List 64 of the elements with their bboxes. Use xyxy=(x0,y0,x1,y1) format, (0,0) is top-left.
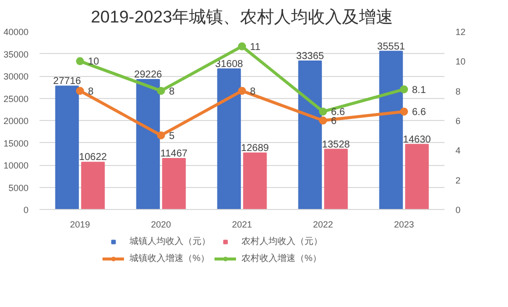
bar xyxy=(162,158,186,210)
data-label: 10 xyxy=(88,56,100,68)
y-tick-label: 5000 xyxy=(8,182,29,193)
y-tick-label: 15000 xyxy=(3,138,29,148)
y2-tick-label: 6 xyxy=(456,116,461,126)
y2-tick-label: 8 xyxy=(456,86,461,96)
data-label: 6.6 xyxy=(412,107,426,118)
y-tick-label: 40000 xyxy=(3,27,29,37)
legend-label: 城镇收入增速（%） xyxy=(129,252,210,265)
point xyxy=(238,86,246,95)
data-label: 29226 xyxy=(134,69,162,80)
point xyxy=(157,86,165,95)
x-tick-label: 2020 xyxy=(150,220,172,230)
data-label: 10622 xyxy=(79,152,108,164)
x-tick-label: 2019 xyxy=(70,220,90,230)
data-label: 8 xyxy=(88,86,94,98)
point xyxy=(319,116,327,124)
x-tick-label: 2021 xyxy=(232,220,252,230)
point xyxy=(76,86,84,95)
bar xyxy=(217,68,241,210)
data-label: 14630 xyxy=(403,134,432,146)
data-label: 13528 xyxy=(322,139,350,150)
data-label: 6.6 xyxy=(331,107,346,118)
legend-label: 城镇人均收入（元） xyxy=(129,235,210,248)
y-tick-label: 0 xyxy=(23,205,29,215)
point xyxy=(400,108,408,116)
y2-tick-label: 4 xyxy=(456,146,461,156)
point xyxy=(400,85,408,94)
bar xyxy=(379,50,403,210)
y2-tick-label: 12 xyxy=(456,27,466,37)
point xyxy=(319,108,327,116)
data-label: 5 xyxy=(169,130,175,142)
data-label: 11467 xyxy=(160,148,188,160)
y-tick-label: 35000 xyxy=(3,49,29,60)
point xyxy=(157,131,165,140)
bar xyxy=(55,86,79,210)
y-tick-label: 10000 xyxy=(3,160,29,170)
point xyxy=(238,42,246,50)
legend-label: 农村人均收入（元） xyxy=(241,235,322,248)
bar xyxy=(298,60,322,210)
y-tick-label: 30000 xyxy=(3,72,29,82)
x-tick-label: 2022 xyxy=(312,220,334,230)
data-label: 11 xyxy=(250,42,261,53)
bar xyxy=(324,148,348,210)
bar xyxy=(405,144,429,210)
data-label: 8.1 xyxy=(412,84,426,96)
y-tick-label: 25000 xyxy=(3,94,29,104)
data-label: 35551 xyxy=(377,41,406,52)
data-label: 33365 xyxy=(296,51,324,62)
point xyxy=(76,57,84,66)
y2-tick-label: 2 xyxy=(456,175,461,186)
y2-tick-label: 0 xyxy=(456,205,461,215)
bar xyxy=(136,78,160,210)
legend-label: 农村收入增速（%） xyxy=(241,252,322,265)
y-tick-label: 20000 xyxy=(3,116,29,126)
bar xyxy=(81,162,105,210)
data-label: 12689 xyxy=(241,143,270,154)
data-label: 27716 xyxy=(53,76,82,88)
x-tick-label: 2023 xyxy=(394,220,414,230)
chart-title: 2019-2023年城镇、农村人均收入及增速 xyxy=(90,8,394,26)
data-label: 8 xyxy=(169,86,175,98)
y2-tick-label: 10 xyxy=(456,56,466,67)
bar xyxy=(243,152,267,210)
data-label: 31608 xyxy=(215,58,244,70)
